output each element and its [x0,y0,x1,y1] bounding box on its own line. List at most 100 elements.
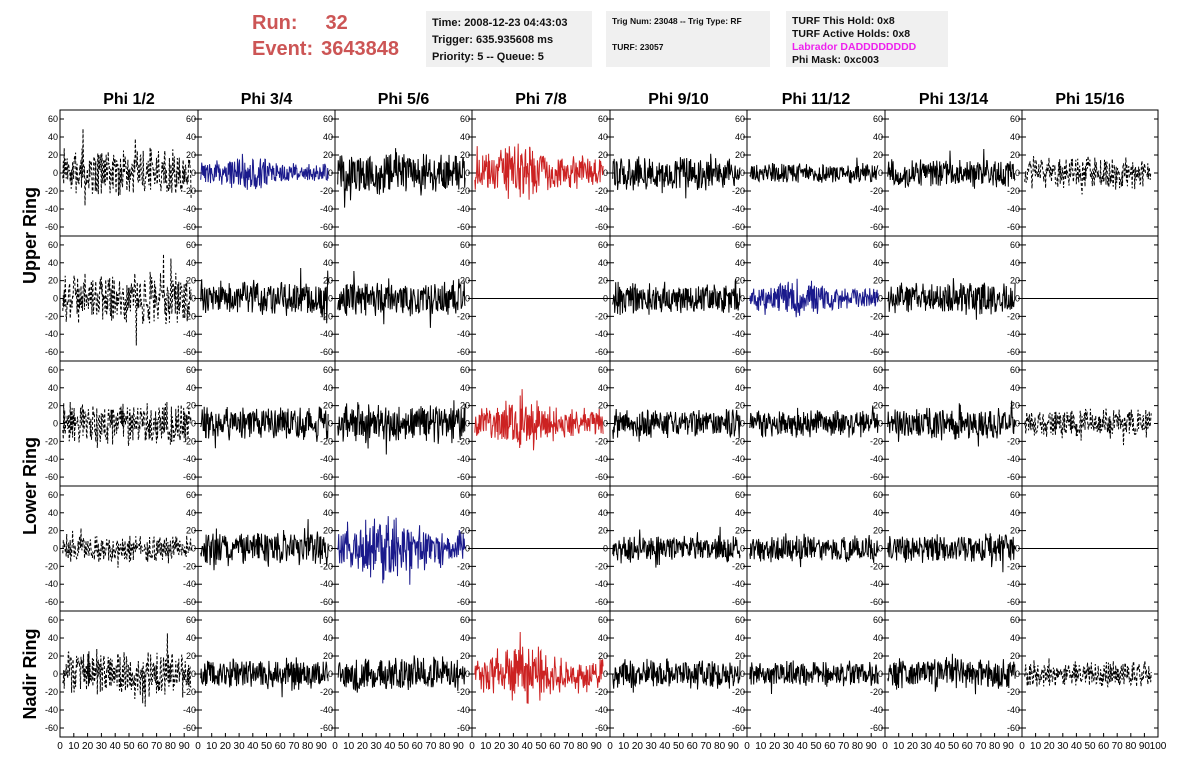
y-tick-label: 0 [878,544,883,554]
x-tick-label: 20 [494,741,506,752]
column-label: Phi 5/6 [378,91,430,108]
waveform-trace [200,657,329,698]
waveform-trace [749,660,879,695]
x-tick-label: 0 [195,741,201,752]
y-tick-label: -60 [457,222,470,232]
run-event-box: Run: 32 Event: 3643848 [252,10,399,62]
x-tick-label: 30 [646,741,658,752]
x-tick-label: 60 [137,741,149,752]
y-tick-label: 40 [873,633,883,643]
y-tick-label: 20 [323,150,333,160]
run-label: Run: [252,12,298,34]
x-tick-label: 80 [439,741,451,752]
x-tick-label: 80 [1125,741,1137,752]
y-tick-label: 60 [735,365,745,375]
x-tick-label: 50 [810,741,822,752]
column-label: Phi 7/8 [515,91,567,108]
y-tick-label: 40 [873,258,883,268]
y-tick-label: -60 [870,723,883,733]
y-tick-label: 0 [603,544,608,554]
y-tick-label: 40 [735,508,745,518]
y-tick-label: 60 [598,615,608,625]
y-tick-label: -60 [183,222,196,232]
y-tick-label: -40 [183,204,196,214]
y-tick-label: 0 [1015,669,1020,679]
waveform-trace [200,153,329,190]
y-tick-label: 20 [1010,526,1020,536]
y-tick-label: -40 [457,705,470,715]
waveform-trace [612,658,741,693]
y-tick-label: 0 [740,294,745,304]
y-tick-label: -60 [1007,723,1020,733]
y-tick-label: -60 [183,723,196,733]
column-label: Phi 9/10 [648,91,709,108]
waveform-trace [337,516,466,585]
x-tick-label: 70 [975,741,987,752]
x-tick-label: 10 [1030,741,1042,752]
event-value: 3643848 [321,38,399,60]
y-tick-label: -20 [870,561,883,571]
y-tick-label: -20 [320,186,333,196]
x-tick-label: 70 [425,741,437,752]
y-tick-label: 0 [740,419,745,429]
y-tick-label: -60 [595,723,608,733]
y-tick-label: 0 [740,669,745,679]
waveform-trace [887,400,1016,447]
row-label: Upper Ring [20,187,40,284]
y-tick-label: -60 [320,723,333,733]
x-tick-label: 40 [247,741,259,752]
x-tick-label: 10 [480,741,492,752]
y-tick-label: 40 [873,383,883,393]
y-tick-label: 60 [735,240,745,250]
y-tick-label: -60 [595,597,608,607]
y-tick-label: 60 [1010,615,1020,625]
y-tick-label: -40 [732,454,745,464]
y-tick-label: 60 [598,240,608,250]
waveform-trace [200,406,329,449]
y-tick-label: 60 [598,365,608,375]
y-tick-label: 60 [48,240,58,250]
x-tick-label: 20 [907,741,919,752]
y-tick-label: 20 [1010,651,1020,661]
y-tick-label: -20 [457,687,470,697]
trig-num-text: Trig Num: 23048 -- Trig Type: RF [612,16,742,26]
waveform-trace [1024,155,1152,195]
y-tick-label: 0 [1015,168,1020,178]
y-tick-label: 60 [460,240,470,250]
y-tick-label: -20 [183,311,196,321]
x-tick-label: 40 [797,741,809,752]
x-tick-label: 0 [607,741,613,752]
y-tick-label: -20 [732,687,745,697]
labrador-text: Labrador DADDDDDDDD [792,41,917,53]
y-tick-label: -40 [870,329,883,339]
x-tick-label: 30 [234,741,246,752]
y-tick-label: 0 [328,669,333,679]
y-tick-label: -20 [870,186,883,196]
y-tick-label: -20 [320,687,333,697]
y-tick-label: -60 [1007,347,1020,357]
y-tick-label: -20 [45,561,58,571]
y-tick-label: 0 [465,419,470,429]
y-tick-label: 20 [735,150,745,160]
y-tick-label: 20 [873,401,883,411]
y-tick-label: -60 [320,597,333,607]
y-tick-label: 40 [1010,633,1020,643]
x-tick-label: 60 [549,741,561,752]
x-tick-label: 80 [165,741,177,752]
y-tick-label: -20 [183,436,196,446]
y-tick-label: -60 [870,347,883,357]
y-tick-label: -20 [457,186,470,196]
y-tick-label: -20 [45,186,58,196]
x-tick-label: 40 [659,741,671,752]
y-tick-label: -40 [870,204,883,214]
y-tick-label: -60 [457,472,470,482]
run-value: 32 [325,12,348,34]
y-tick-label: 40 [460,633,470,643]
y-tick-label: -20 [183,186,196,196]
y-tick-label: -20 [1007,561,1020,571]
turf-active-holds-text: TURF Active Holds: 0x8 [792,28,911,40]
y-tick-label: 60 [735,615,745,625]
column-label: Phi 1/2 [103,91,155,108]
y-tick-label: 60 [186,615,196,625]
y-tick-label: 0 [328,544,333,554]
